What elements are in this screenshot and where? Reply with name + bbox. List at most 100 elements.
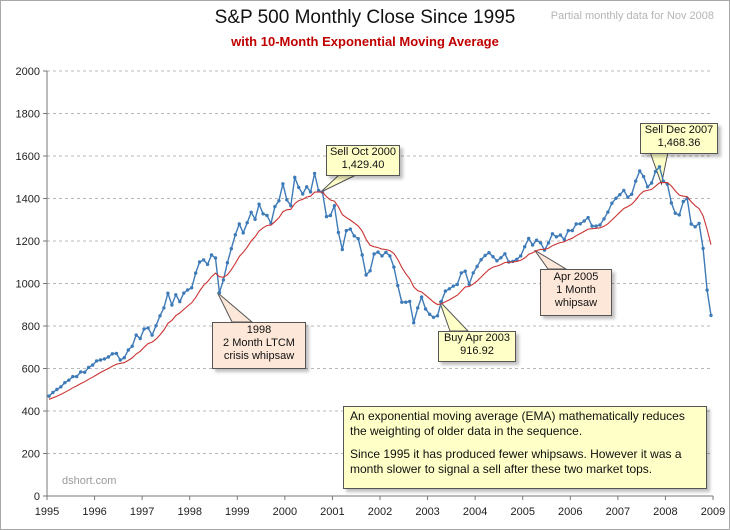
sp500-point xyxy=(479,258,483,262)
sp500-point xyxy=(419,295,424,299)
sp500-point xyxy=(332,204,337,208)
sp500-point xyxy=(550,232,555,236)
sp500-point xyxy=(495,259,499,263)
sp500-point xyxy=(170,303,174,307)
x-tick-label: 2008 xyxy=(653,506,677,518)
callout-whipsaw-line3: whipsaw xyxy=(554,297,598,309)
sp500-point xyxy=(475,264,479,269)
sp500-point xyxy=(225,261,230,265)
sp500-point xyxy=(233,233,237,237)
callout-whipsaw-line2: 1 Month xyxy=(556,284,596,296)
sp500-point xyxy=(447,287,452,291)
x-tick-label: 2003 xyxy=(415,506,439,518)
sp500-point xyxy=(388,254,392,258)
sp500-point xyxy=(213,256,218,260)
sp500-point xyxy=(118,358,123,362)
callout-ltcm-line3: crisis whipsaw xyxy=(223,350,295,362)
sp500-point xyxy=(134,333,138,337)
sp500-point xyxy=(677,213,681,217)
x-tick-label: 2002 xyxy=(368,506,392,518)
callout-sell-2007-line2: 1,468.36 xyxy=(657,137,701,149)
sp500-point xyxy=(261,212,265,216)
callout-pointer xyxy=(534,249,568,270)
sp500-point xyxy=(594,224,598,228)
sp500-point xyxy=(392,265,396,269)
sp500-point xyxy=(586,215,590,220)
sp500-point xyxy=(352,234,356,238)
sp500-point xyxy=(416,306,420,310)
callout-sell-2007: Sell Dec 2007 1,468.36 xyxy=(640,123,718,154)
sp500-point xyxy=(289,204,293,208)
sp500-point xyxy=(98,358,103,362)
sp500-point xyxy=(301,192,305,196)
sp500-point xyxy=(293,175,297,180)
x-tick-label: 1997 xyxy=(130,506,154,518)
callout-sell-2000-line1: Sell Oct 2000 xyxy=(329,146,397,158)
series xyxy=(47,165,713,400)
sp500-point xyxy=(130,344,134,348)
sp500-point xyxy=(253,217,257,221)
sp500-point xyxy=(178,299,182,304)
sp500-point xyxy=(324,214,329,219)
sp500-point xyxy=(554,235,559,239)
sp500-point xyxy=(285,198,289,202)
data-note: Partial monthly data for Nov 2008 xyxy=(550,10,714,22)
callout-whipsaw-2005: Apr 2005 1 Month whipsaw xyxy=(540,269,612,316)
sp500-point xyxy=(55,387,59,392)
sp500-point xyxy=(63,381,67,385)
sp500-point xyxy=(241,231,245,235)
sp500-point xyxy=(209,253,214,257)
callout-sell-2000-line2: 1,429.40 xyxy=(341,159,385,171)
sp500-point xyxy=(578,222,582,226)
sp500-point xyxy=(308,190,313,194)
sp500-point xyxy=(491,255,495,259)
sp500-point xyxy=(538,241,543,245)
sp500-point xyxy=(106,355,111,359)
sp500-point xyxy=(527,236,531,241)
sp500-point xyxy=(162,306,166,310)
sp500-point xyxy=(427,312,432,316)
sp500-point xyxy=(705,288,709,292)
sp500-point xyxy=(606,210,610,214)
sp500-point xyxy=(348,227,352,231)
x-tick-label: 1998 xyxy=(177,506,201,518)
sp500-point xyxy=(146,326,150,330)
sp500-point xyxy=(499,256,503,260)
y-tick-label: 1800 xyxy=(16,109,40,121)
sp500-point xyxy=(312,171,317,176)
sp500-point xyxy=(297,185,301,190)
callout-pointer xyxy=(320,173,359,193)
y-tick-label: 1600 xyxy=(16,151,40,163)
sp500-point xyxy=(194,271,198,275)
x-tick-label: 1999 xyxy=(225,506,249,518)
sp500-point xyxy=(455,282,459,287)
callout-sell-2007-line1: Sell Dec 2007 xyxy=(644,124,714,136)
sp500-point xyxy=(221,278,226,282)
sp500-point xyxy=(630,192,634,196)
sp500-point xyxy=(59,385,63,389)
sp500-point xyxy=(257,202,261,206)
sp500-point xyxy=(400,300,404,304)
sp500-point xyxy=(431,315,436,319)
sp500-point xyxy=(245,221,249,225)
callout-ltcm-line2: 2 Month LTCM xyxy=(223,337,295,349)
y-tick-label: 800 xyxy=(22,321,40,333)
y-tick-label: 1000 xyxy=(16,279,40,291)
x-tick-label: 1995 xyxy=(35,506,59,518)
sp500-point xyxy=(570,228,574,233)
sp500-point xyxy=(249,210,253,214)
sp500-point xyxy=(158,314,162,318)
sp500-point xyxy=(689,222,693,226)
sp500-point xyxy=(126,348,130,352)
sp500-point xyxy=(408,299,412,304)
sp500-point xyxy=(328,213,333,218)
sp500-point xyxy=(657,165,662,169)
sp500-point xyxy=(459,271,463,275)
callout-buy-2003-line1: Buy Apr 2003 xyxy=(443,332,511,344)
callout-pointer xyxy=(217,292,254,323)
sp500-point xyxy=(380,254,384,258)
sp500-point xyxy=(487,251,491,255)
sp500-point xyxy=(701,246,705,251)
sp500-point xyxy=(618,193,622,197)
sp500-point xyxy=(471,271,475,275)
